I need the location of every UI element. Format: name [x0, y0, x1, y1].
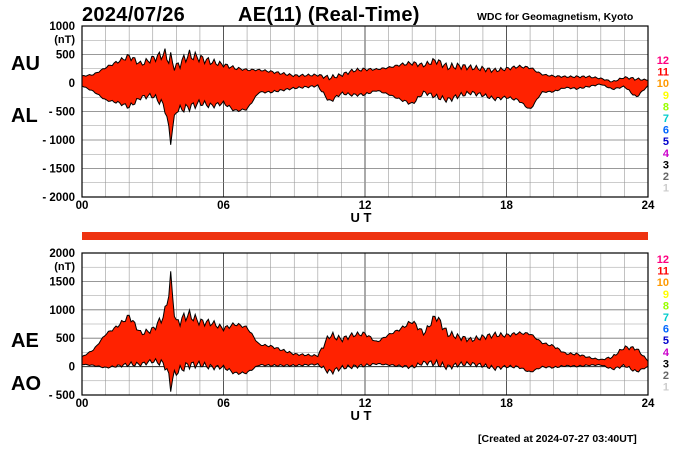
y-tick-label: - 2000 — [42, 192, 75, 204]
legend-station-8: 8 — [663, 300, 669, 312]
y-tick-label: 1500 — [49, 276, 75, 288]
y-tick-label: 1000 — [49, 305, 75, 317]
legend-station-9: 9 — [663, 90, 669, 102]
legend-station-12: 12 — [657, 55, 669, 67]
x-tick-label: 18 — [500, 200, 513, 212]
series-line-ao — [81, 357, 649, 392]
plot-frame — [81, 25, 649, 198]
x-tick-label: 24 — [642, 200, 655, 212]
series-band-ae-ao — [82, 271, 648, 392]
legend-station-11: 11 — [657, 266, 669, 278]
y-tick-label: 500 — [56, 50, 75, 62]
legend-station-6: 6 — [663, 324, 669, 336]
legend-station-6: 6 — [663, 125, 669, 137]
legend-station-2: 2 — [663, 171, 669, 183]
series-line-al — [81, 83, 649, 145]
chart-date: 2024/07/26 — [82, 4, 186, 26]
y-tick-label: 0 — [69, 78, 75, 90]
y-tick-label: - 500 — [49, 390, 75, 402]
y-tick-label: 1000 — [49, 21, 75, 33]
data-coverage-bar — [82, 232, 648, 240]
chart-title: AE(11) (Real-Time) — [238, 4, 420, 26]
x-tick-label: 06 — [217, 398, 230, 410]
x-tick-label: 06 — [217, 200, 230, 212]
legend-station-1: 1 — [663, 382, 669, 394]
series-label-ao: AO — [11, 373, 41, 395]
series-label-ae: AE — [11, 330, 39, 352]
legend-station-5: 5 — [663, 335, 669, 347]
x-tick-label: 00 — [76, 398, 89, 410]
x-tick-label: 12 — [359, 200, 372, 212]
series-label-al: AL — [11, 105, 38, 127]
y-tick-label: 0 — [69, 362, 75, 374]
x-tick-label: 18 — [500, 398, 513, 410]
x-tick-label: 00 — [76, 200, 89, 212]
series-band-au-al — [82, 48, 648, 145]
y-unit-label: (nT) — [54, 261, 75, 273]
legend-station-7: 7 — [663, 312, 669, 324]
x-axis-label: U T — [351, 408, 372, 423]
y-tick-label: 500 — [56, 333, 75, 345]
data-source-label: WDC for Geomagnetism, Kyoto — [477, 11, 634, 23]
legend-station-1: 1 — [663, 183, 669, 195]
legend-station-12: 12 — [657, 254, 669, 266]
series-label-au: AU — [11, 53, 40, 75]
legend-station-9: 9 — [663, 289, 669, 301]
legend-station-3: 3 — [663, 159, 669, 171]
legend-station-10: 10 — [657, 277, 669, 289]
plot-frame — [81, 252, 649, 396]
legend-station-11: 11 — [657, 67, 669, 79]
series-line-ae — [81, 271, 649, 362]
y-tick-label: - 500 — [49, 107, 75, 119]
legend-station-4: 4 — [663, 148, 670, 160]
x-tick-label: 12 — [359, 398, 372, 410]
y-tick-label: - 1000 — [42, 135, 75, 147]
created-timestamp: [Created at 2024-07-27 03:40UT] — [478, 433, 637, 445]
legend-station-3: 3 — [663, 358, 669, 370]
series-line-au — [81, 48, 649, 83]
y-unit-label: (nT) — [54, 34, 75, 46]
legend-station-5: 5 — [663, 136, 669, 148]
x-axis-label: U T — [351, 210, 372, 225]
legend-station-4: 4 — [663, 347, 670, 359]
y-tick-label: 2000 — [49, 248, 75, 260]
legend-station-8: 8 — [663, 101, 669, 113]
legend-station-10: 10 — [657, 78, 669, 90]
legend-station-7: 7 — [663, 113, 669, 125]
x-tick-label: 24 — [642, 398, 655, 410]
y-tick-label: - 1500 — [42, 164, 75, 176]
legend-station-2: 2 — [663, 370, 669, 382]
